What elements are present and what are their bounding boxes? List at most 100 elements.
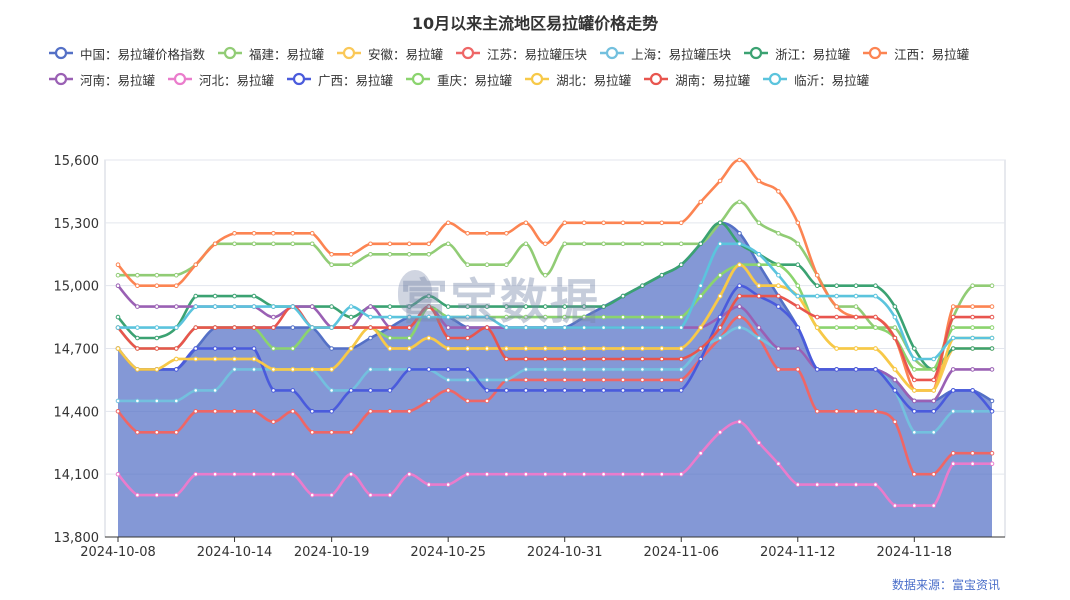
data-point[interactable] [814,482,820,487]
data-point[interactable] [892,367,898,372]
data-point[interactable] [348,252,354,257]
data-point[interactable] [601,220,606,226]
data-point[interactable] [640,388,645,393]
data-point[interactable] [426,241,432,247]
data-point[interactable] [484,398,490,404]
data-point[interactable] [970,450,975,456]
data-point[interactable] [465,335,470,341]
data-point[interactable] [154,367,160,372]
data-point[interactable] [407,252,412,257]
data-point[interactable] [912,367,917,372]
data-point[interactable] [834,314,839,320]
data-point[interactable] [756,262,762,268]
data-point[interactable] [407,409,412,414]
data-point[interactable] [174,492,179,498]
data-point[interactable] [931,377,937,383]
data-point[interactable] [523,346,529,351]
data-point[interactable] [640,377,645,383]
data-point[interactable] [154,398,160,404]
data-point[interactable] [912,430,917,435]
data-point[interactable] [174,398,179,404]
data-point[interactable] [620,356,626,362]
data-point[interactable] [562,314,568,320]
data-point[interactable] [853,409,859,414]
data-point[interactable] [465,231,470,236]
data-point[interactable] [795,283,801,289]
data-point[interactable] [251,346,257,351]
data-point[interactable] [387,241,393,247]
data-point[interactable] [290,304,296,309]
data-point[interactable] [737,199,742,205]
data-point[interactable] [174,283,179,289]
data-point[interactable] [445,388,451,393]
data-point[interactable] [562,346,568,351]
data-point[interactable] [678,471,684,477]
data-point[interactable] [989,450,995,456]
data-point[interactable] [873,314,878,320]
data-point[interactable] [950,450,956,456]
legend-item[interactable]: 河北：易拉罐 [167,70,274,89]
data-point[interactable] [795,346,801,351]
data-point[interactable] [892,304,898,309]
data-point[interactable] [640,220,645,226]
data-point[interactable] [543,388,548,393]
data-point[interactable] [873,346,878,351]
data-point[interactable] [834,283,839,289]
data-point[interactable] [931,356,937,362]
data-point[interactable] [523,367,529,372]
data-point[interactable] [309,304,315,309]
data-point[interactable] [251,409,257,414]
data-point[interactable] [581,471,587,477]
data-point[interactable] [678,388,684,393]
data-point[interactable] [717,314,723,320]
data-point[interactable] [465,346,470,351]
data-point[interactable] [737,419,742,425]
data-point[interactable] [387,409,393,414]
data-point[interactable] [271,367,276,372]
data-point[interactable] [115,272,121,278]
data-point[interactable] [232,293,237,299]
data-point[interactable] [309,409,315,414]
data-point[interactable] [426,252,432,257]
data-point[interactable] [562,356,568,362]
data-point[interactable] [251,325,257,330]
data-point[interactable] [581,346,587,351]
data-point[interactable] [426,398,432,404]
data-point[interactable] [212,304,218,309]
data-point[interactable] [698,283,704,289]
data-point[interactable] [309,492,315,498]
data-point[interactable] [115,262,121,268]
data-point[interactable] [465,367,470,372]
data-point[interactable] [329,430,334,435]
data-point[interactable] [426,367,432,372]
data-point[interactable] [523,471,529,477]
data-point[interactable] [407,367,412,372]
data-point[interactable] [426,304,432,309]
data-point[interactable] [659,272,665,278]
data-point[interactable] [776,461,781,467]
data-point[interactable] [853,367,859,372]
data-point[interactable] [407,241,412,247]
data-point[interactable] [348,262,354,268]
data-point[interactable] [834,304,839,309]
data-point[interactable] [601,314,606,320]
data-point[interactable] [251,471,257,477]
data-point[interactable] [212,471,218,477]
data-point[interactable] [232,356,237,362]
data-point[interactable] [737,314,742,320]
data-point[interactable] [445,304,451,309]
data-point[interactable] [989,335,995,341]
data-point[interactable] [348,388,354,393]
data-point[interactable] [873,482,878,487]
data-point[interactable] [756,293,762,299]
data-point[interactable] [309,241,315,247]
data-point[interactable] [368,241,373,247]
data-point[interactable] [834,482,839,487]
data-point[interactable] [407,314,412,320]
data-point[interactable] [271,231,276,236]
data-point[interactable] [523,241,529,247]
data-point[interactable] [135,325,140,330]
data-point[interactable] [892,377,898,383]
data-point[interactable] [853,325,859,330]
data-point[interactable] [407,325,412,330]
